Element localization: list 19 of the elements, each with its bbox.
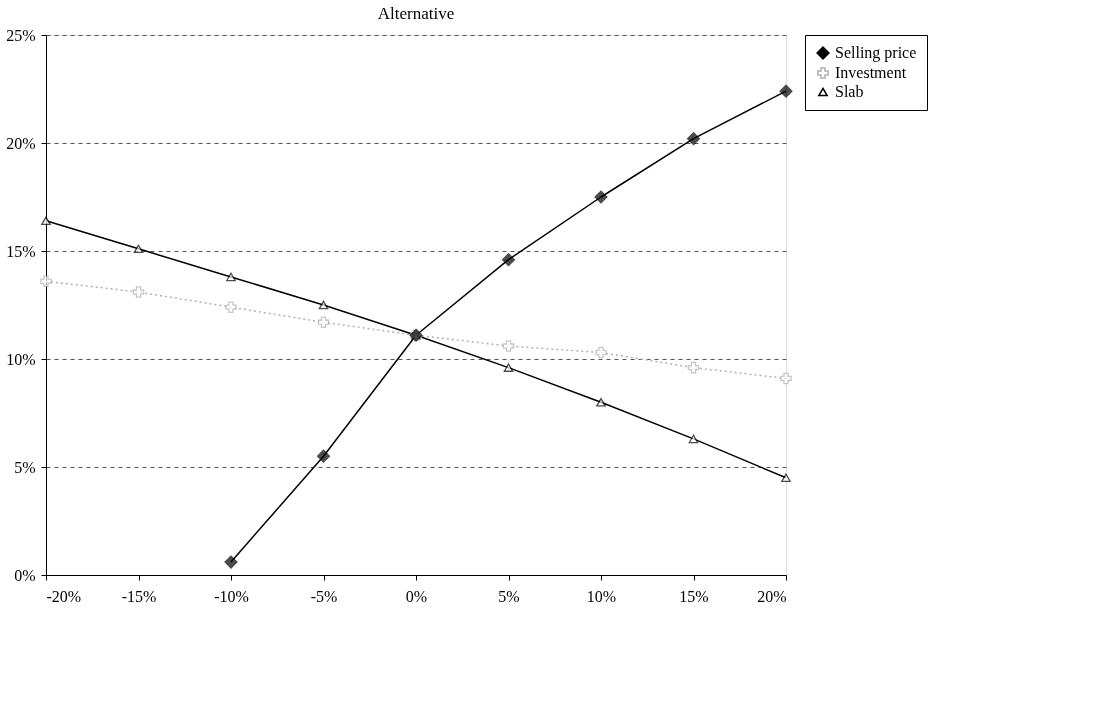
x-tick-label: 15% xyxy=(679,587,709,605)
legend-label: Selling price xyxy=(835,44,917,62)
y-tick-label: 5% xyxy=(14,458,36,476)
legend-label: Slab xyxy=(835,83,864,100)
x-tick-label: -5% xyxy=(310,587,338,605)
x-tick-label: -15% xyxy=(121,587,157,605)
x-tick-label: 10% xyxy=(586,587,617,605)
x-tick-label: 5% xyxy=(498,587,520,605)
x-tick-label: -20% xyxy=(46,587,82,605)
chart-title: Alternative xyxy=(377,4,455,23)
y-tick-label: 10% xyxy=(6,350,36,368)
legend-label: Investment xyxy=(835,64,907,81)
y-tick-label: 15% xyxy=(6,242,36,260)
x-tick-label: -10% xyxy=(214,587,249,605)
y-tick-label: 20% xyxy=(6,134,36,152)
y-tick-label: 25% xyxy=(6,26,36,44)
x-tick-label: 0% xyxy=(405,587,428,605)
x-tick-label: 20% xyxy=(757,587,787,605)
y-tick-label: 0% xyxy=(14,566,36,584)
